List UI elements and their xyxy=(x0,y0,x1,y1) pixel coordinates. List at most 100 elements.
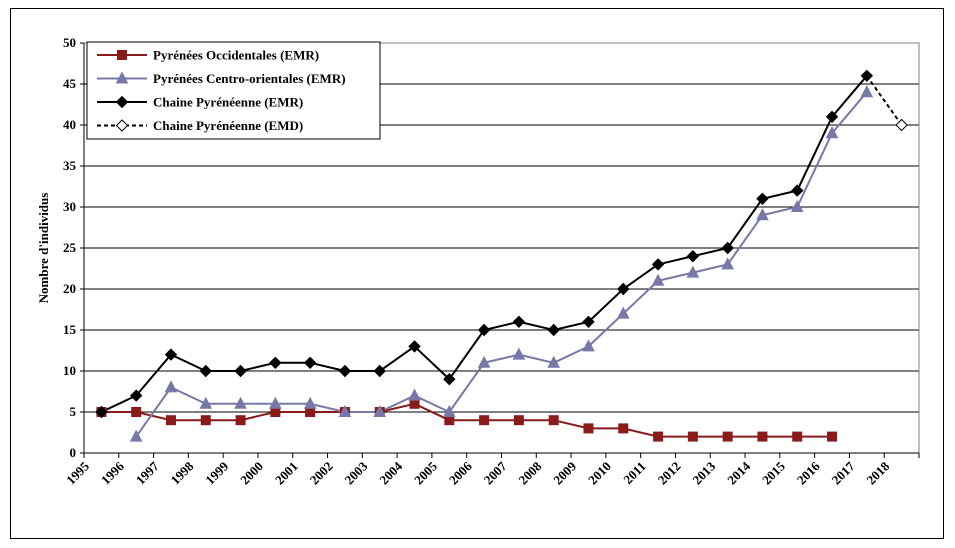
data-point xyxy=(722,431,733,442)
x-tick-label: 1999 xyxy=(202,458,231,487)
x-tick-label: 2013 xyxy=(689,458,718,487)
data-point xyxy=(234,396,247,409)
data-point xyxy=(548,415,559,426)
data-point xyxy=(757,431,768,442)
data-point xyxy=(825,110,839,124)
x-tick-label: 2016 xyxy=(794,458,823,487)
x-tick-label: 2001 xyxy=(272,459,301,488)
legend-box xyxy=(86,41,381,140)
x-tick-label: 2004 xyxy=(376,458,405,487)
x-tick-label: 2007 xyxy=(481,458,510,487)
data-point xyxy=(270,407,281,417)
y-tick-label: 30 xyxy=(63,199,76,214)
data-point xyxy=(95,405,108,419)
data-point xyxy=(651,273,665,286)
legend-marker xyxy=(115,95,129,109)
data-point xyxy=(721,257,734,270)
data-point xyxy=(338,364,352,378)
data-point xyxy=(686,265,700,278)
data-point xyxy=(651,258,665,271)
data-point xyxy=(616,306,630,319)
x-tick-label: 1996 xyxy=(98,458,127,487)
legend-label: Pyrénées Centro-orientales (EMR) xyxy=(153,71,346,86)
data-point xyxy=(756,208,769,221)
data-point xyxy=(860,69,874,83)
y-tick-label: 10 xyxy=(63,363,76,378)
x-tick-label: 2011 xyxy=(620,459,648,487)
data-point xyxy=(442,404,456,417)
x-tick-label: 2010 xyxy=(585,459,614,488)
x-tick-label: 2012 xyxy=(655,459,684,488)
data-point xyxy=(479,415,490,426)
data-point xyxy=(235,415,246,426)
series-line-1 xyxy=(135,91,868,438)
data-point xyxy=(269,396,282,409)
legend-marker xyxy=(117,50,127,60)
data-point xyxy=(303,396,317,409)
legend-label: Pyrénées Occidentales (EMR) xyxy=(153,48,319,63)
y-tick-label: 5 xyxy=(70,404,77,419)
data-point xyxy=(791,184,804,197)
data-point xyxy=(444,415,455,426)
x-tick-label: 2003 xyxy=(341,458,370,487)
data-point xyxy=(408,340,421,353)
x-tick-label: 2002 xyxy=(307,459,336,488)
x-tick-label: 1995 xyxy=(63,458,92,487)
data-point xyxy=(164,348,178,361)
y-tick-label: 45 xyxy=(63,76,77,91)
data-point xyxy=(234,364,247,378)
data-point xyxy=(477,323,491,337)
data-point xyxy=(269,356,282,370)
data-point xyxy=(513,415,524,426)
y-tick-label: 40 xyxy=(63,117,76,132)
data-point xyxy=(129,389,143,402)
data-point xyxy=(686,249,700,263)
data-point xyxy=(200,415,211,426)
legend-label: Chaine Pyrénéenne (EMR) xyxy=(153,95,303,110)
data-point xyxy=(409,398,420,409)
data-point xyxy=(129,429,143,442)
data-point xyxy=(582,315,595,329)
x-tick-label: 2006 xyxy=(446,458,475,487)
x-tick-label: 1997 xyxy=(133,458,162,487)
data-point xyxy=(756,192,769,206)
data-point xyxy=(687,431,698,442)
legend-marker xyxy=(115,71,129,84)
data-point xyxy=(653,431,664,442)
x-tick-label: 2008 xyxy=(515,458,544,487)
data-point xyxy=(547,323,560,337)
data-point xyxy=(618,423,629,434)
data-point xyxy=(199,364,212,378)
series-line-3 xyxy=(865,75,903,126)
x-tick-label: 2005 xyxy=(411,458,440,487)
x-tick-label: 2015 xyxy=(759,458,788,487)
legend: Pyrénées Occidentales (EMR) Pyrénées Cent… xyxy=(86,41,381,140)
data-point xyxy=(199,396,213,409)
data-point xyxy=(792,431,803,442)
data-point xyxy=(338,404,352,417)
y-tick-label: 25 xyxy=(63,240,77,255)
data-point xyxy=(827,431,838,442)
data-point xyxy=(408,388,421,401)
data-point xyxy=(373,364,386,378)
data-point xyxy=(512,347,526,360)
x-tick-label: 2017 xyxy=(829,458,858,487)
data-point xyxy=(443,372,456,386)
data-point xyxy=(477,355,491,368)
y-tick-label: 50 xyxy=(63,35,76,50)
data-point xyxy=(547,355,561,368)
x-tick-label: 2014 xyxy=(724,458,753,487)
data-point xyxy=(165,415,176,426)
data-point xyxy=(617,282,630,296)
x-tick-label: 2018 xyxy=(863,458,892,487)
data-point xyxy=(583,423,594,434)
y-tick-label: 20 xyxy=(63,281,76,296)
y-tick-label: 35 xyxy=(63,158,77,173)
data-point xyxy=(582,339,595,352)
series-line-0 xyxy=(101,402,833,438)
x-tick-label: 2009 xyxy=(550,458,579,487)
data-point xyxy=(131,407,142,417)
legend-label: Chaine Pyrénéenne (EMD) xyxy=(153,118,303,133)
data-point xyxy=(790,199,804,212)
